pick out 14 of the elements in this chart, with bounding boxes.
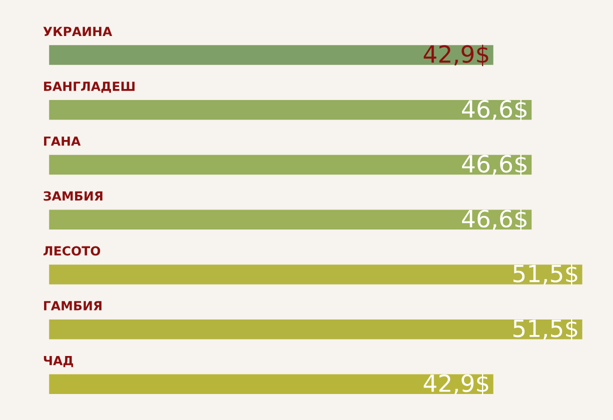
data-label: 51,5$: [513, 264, 578, 286]
data-label: 46,6$: [462, 209, 527, 231]
y-tick-label: УКРАИНА: [43, 26, 112, 36]
y-tick-label: БАНГЛАДЕШ: [44, 82, 135, 93]
data-label: 42,9$: [424, 374, 488, 396]
y-tick-label: ЗАМБИЯ: [44, 191, 102, 201]
data-label: 46,6$: [462, 154, 527, 176]
y-tick-label: ГАНА: [44, 136, 81, 146]
data-label: 46,6$: [462, 100, 527, 121]
y-tick-label: ЛЕСОТО: [43, 246, 100, 256]
y-tick-label: ГАМБИЯ: [44, 301, 102, 310]
y-tick-label: ЧАД: [44, 356, 74, 368]
data-label: 51,5$: [513, 318, 578, 340]
data-label: 42,9$: [424, 44, 488, 66]
